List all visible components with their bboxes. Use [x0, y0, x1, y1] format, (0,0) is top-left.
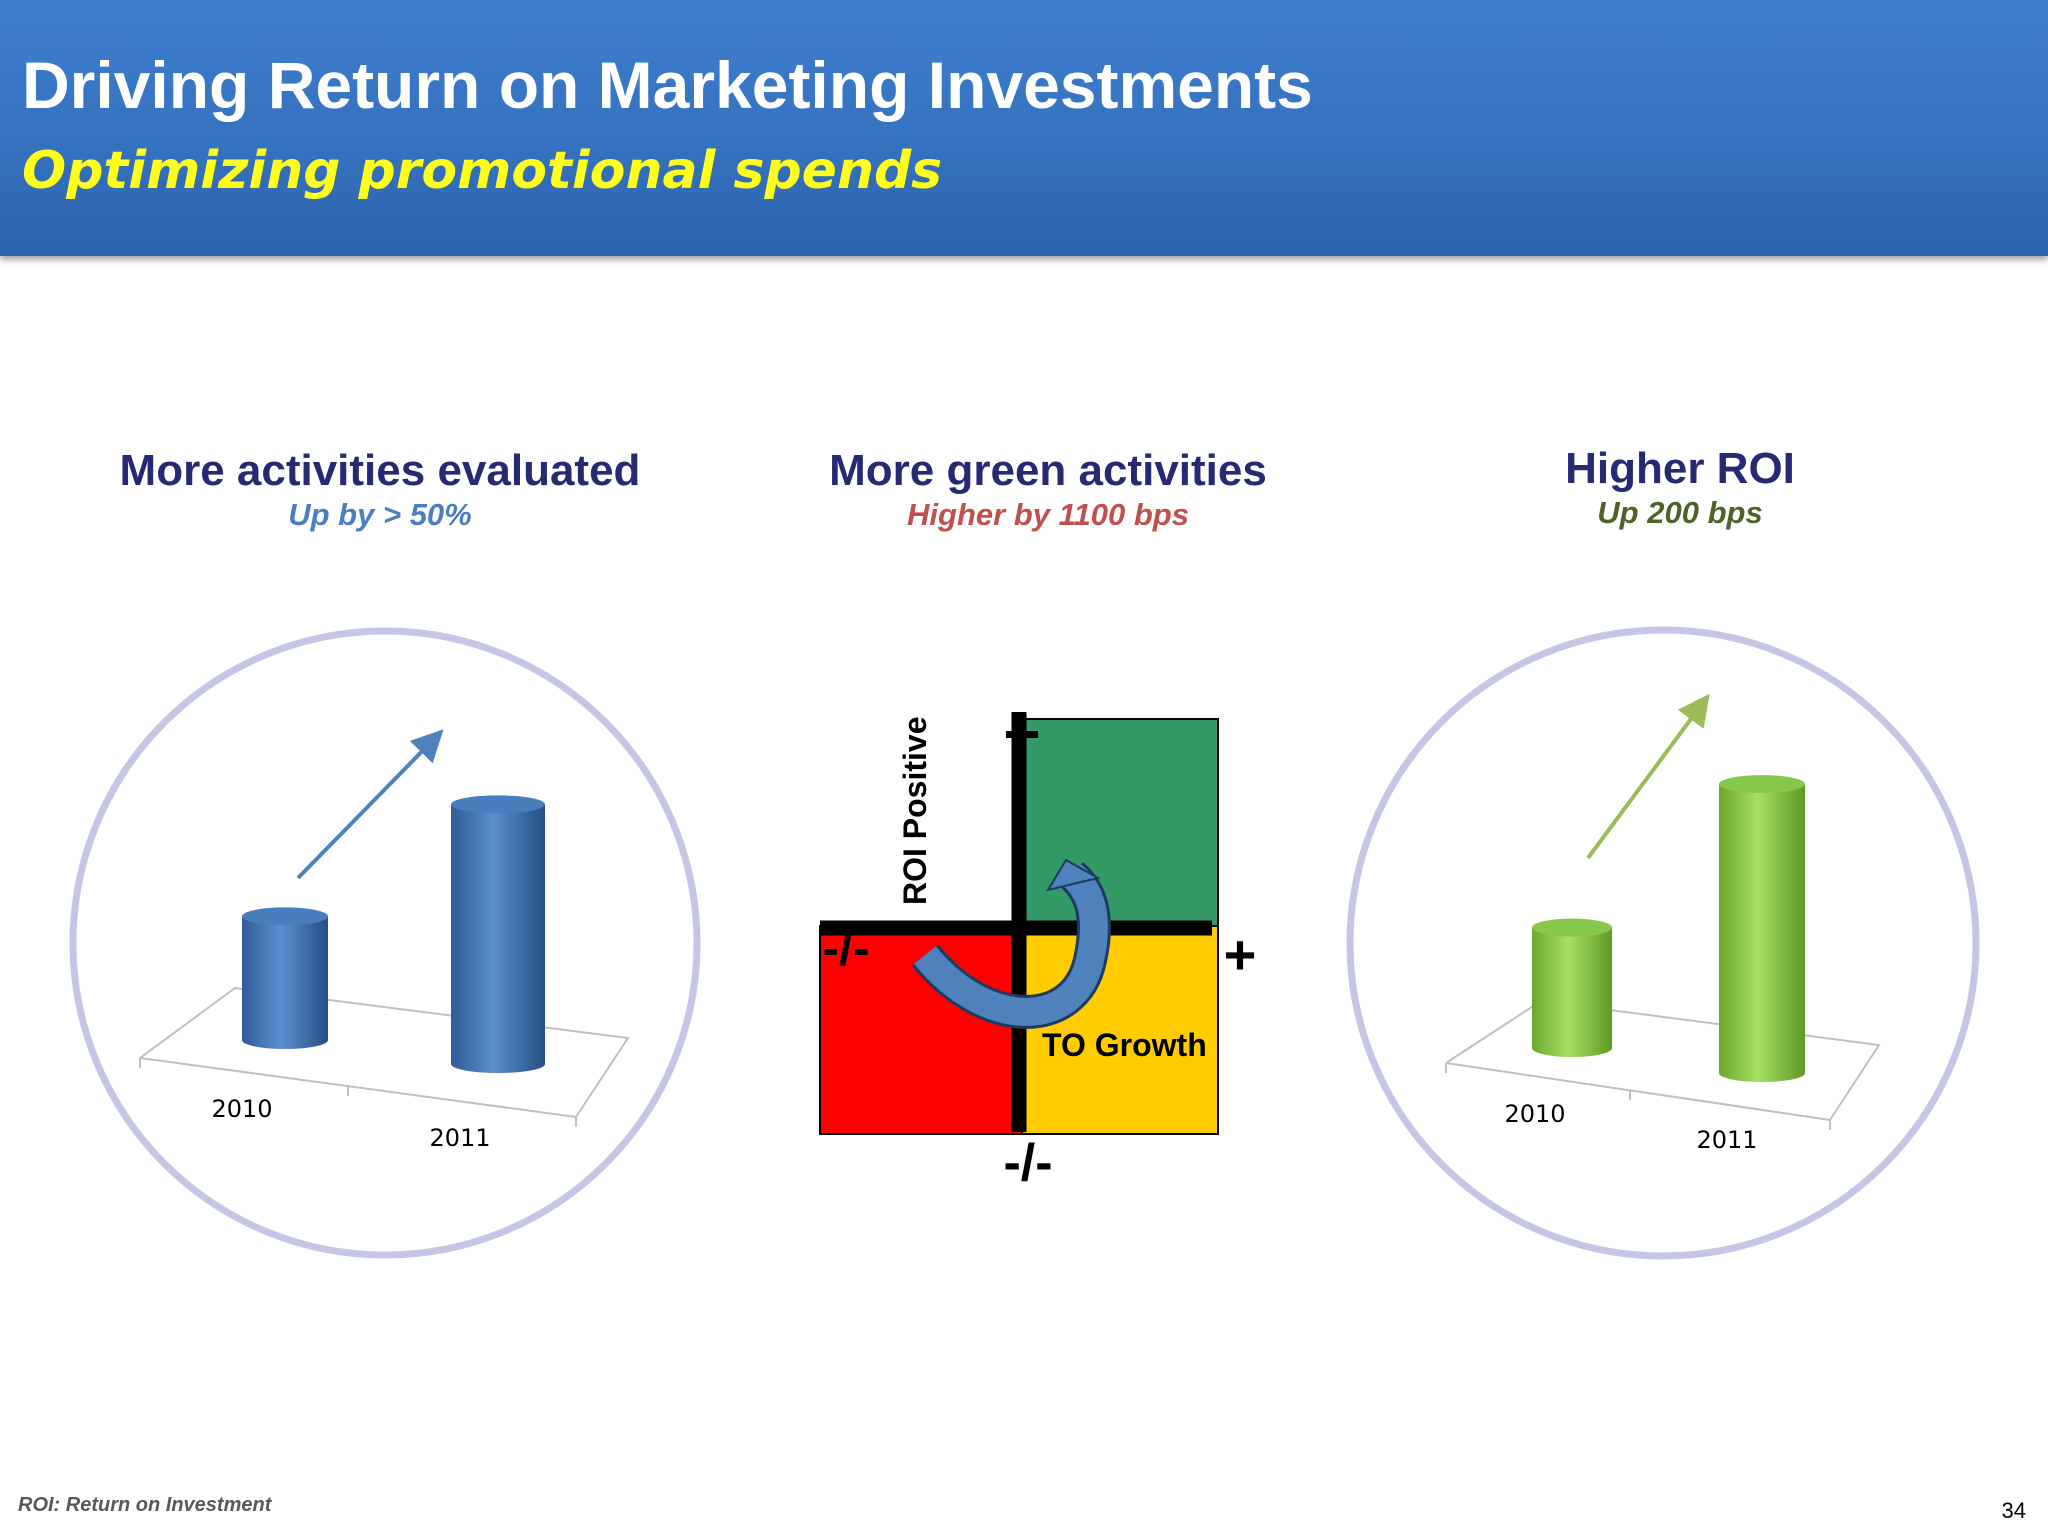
panel-2-title: More green activities — [829, 446, 1267, 495]
panel-1-tick-2010: 2010 — [211, 1095, 272, 1123]
curved-arrow-head — [1045, 858, 1101, 892]
panel-3-circle — [1346, 626, 1980, 1260]
axis-mark-bottom: -/- — [1003, 1134, 1052, 1192]
panel-3-title: Higher ROI — [1565, 444, 1795, 493]
slide-subtitle: Optimizing promotional spends — [22, 141, 943, 201]
quadrant-xlabel: TO Growth — [1042, 1027, 1207, 1063]
panel-1-bar-2011 — [451, 795, 545, 1073]
panel-3-header: Higher ROI Up 200 bps — [1380, 444, 1980, 532]
quadrant-green — [1021, 718, 1219, 927]
panel-3-chart: 2010 2011 — [1346, 626, 1980, 1260]
slide-header: Driving Return on Marketing Investments … — [0, 0, 2048, 256]
panel-2-subtitle: Higher by 1100 bps — [907, 497, 1189, 532]
slide-title: Driving Return on Marketing Investments — [22, 48, 1313, 122]
panel-1-tick-2011: 2011 — [429, 1124, 490, 1152]
panel-2-header: More green activities Higher by 1100 bps — [748, 446, 1348, 534]
axis-mark-left: -/- — [822, 920, 869, 976]
panel-1-trend-arrow — [296, 729, 444, 880]
panel-3-tick-2010: 2010 — [1504, 1100, 1565, 1128]
axis-mark-top: + — [1003, 698, 1040, 770]
quadrant-yellow — [1021, 925, 1219, 1135]
panel-1-circle — [69, 627, 701, 1259]
curved-arrow — [914, 864, 1108, 1026]
panel-3-trend-arrow — [1586, 693, 1710, 860]
panel-1-title: More activities evaluated — [119, 446, 641, 495]
panel-1-floor — [139, 986, 630, 1127]
panel-3-floor — [1445, 999, 1881, 1130]
panel-2-quadrant-chart: ROI Positive TO Growth + + -/- -/- — [819, 698, 1257, 1192]
panel-1-chart: 2010 2011 — [69, 627, 701, 1259]
panel-1-header: More activities evaluated Up by > 50% — [80, 446, 680, 534]
panel-3-bar-2010 — [1532, 918, 1612, 1057]
panel-1-subtitle: Up by > 50% — [288, 497, 472, 532]
axis-mark-right: + — [1224, 923, 1257, 986]
footnote: ROI: Return on Investment — [18, 1494, 272, 1516]
panel-3-tick-2011: 2011 — [1696, 1126, 1757, 1154]
panel-3-bar-2011 — [1719, 775, 1805, 1082]
panel-1-bar-2010 — [242, 907, 328, 1049]
quadrant-ylabel: ROI Positive — [897, 717, 933, 906]
panel-3-subtitle: Up 200 bps — [1597, 495, 1763, 530]
page-number: 34 — [2001, 1498, 2026, 1523]
